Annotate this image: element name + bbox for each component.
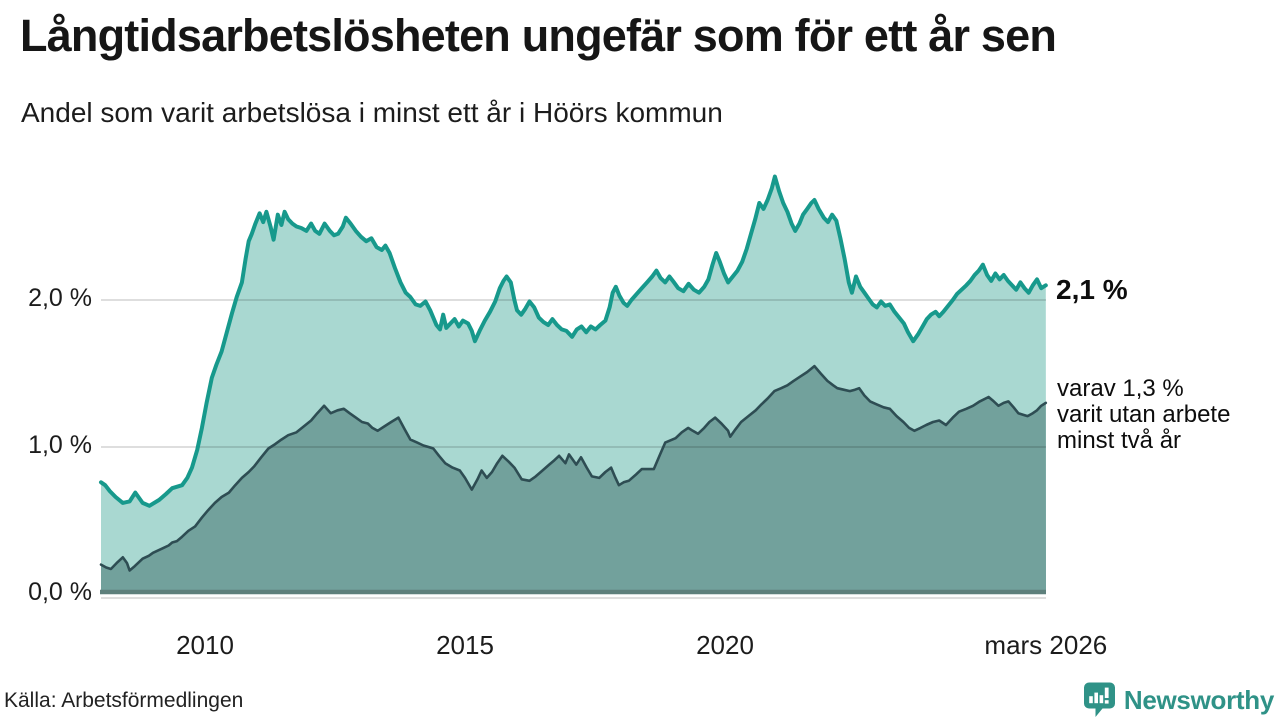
end-detail-line: minst två år — [1057, 427, 1182, 454]
series-end-label-total: 2,1 % — [1056, 274, 1128, 305]
source-credit: Källa: Arbetsförmedlingen — [4, 689, 244, 712]
end-detail-line: varav 1,3 % — [1057, 375, 1184, 402]
page-subtitle: Andel som varit arbetslösa i minst ett å… — [21, 97, 723, 128]
y-tick-label: 1,0 % — [28, 431, 92, 459]
series-line-1 — [99, 364, 1048, 572]
x-tick-label: 2010 — [176, 630, 234, 660]
newsworthy-wordmark: Newsworthy — [1123, 684, 1274, 715]
series-line-0 — [99, 174, 1048, 508]
series-end-label-subset: varav 1,3 % varit utan arbete minst två … — [1057, 376, 1230, 454]
y-tick-label: 2,0 % — [28, 284, 92, 312]
end-detail-line: varit utan arbete — [1057, 401, 1231, 428]
bar-chart-pin-icon — [1083, 682, 1115, 717]
page-title: Långtidsarbetslösheten ungefär som för e… — [20, 10, 1057, 61]
x-tick-label: 2020 — [696, 630, 754, 660]
newsworthy-logo: Newsworthy — [1083, 682, 1274, 718]
x-tick-label: mars 2026 — [984, 630, 1108, 660]
y-tick-label: 0,0 % — [28, 578, 92, 606]
series-area-1 — [101, 366, 1046, 594]
x-tick-label: 2015 — [436, 630, 494, 660]
